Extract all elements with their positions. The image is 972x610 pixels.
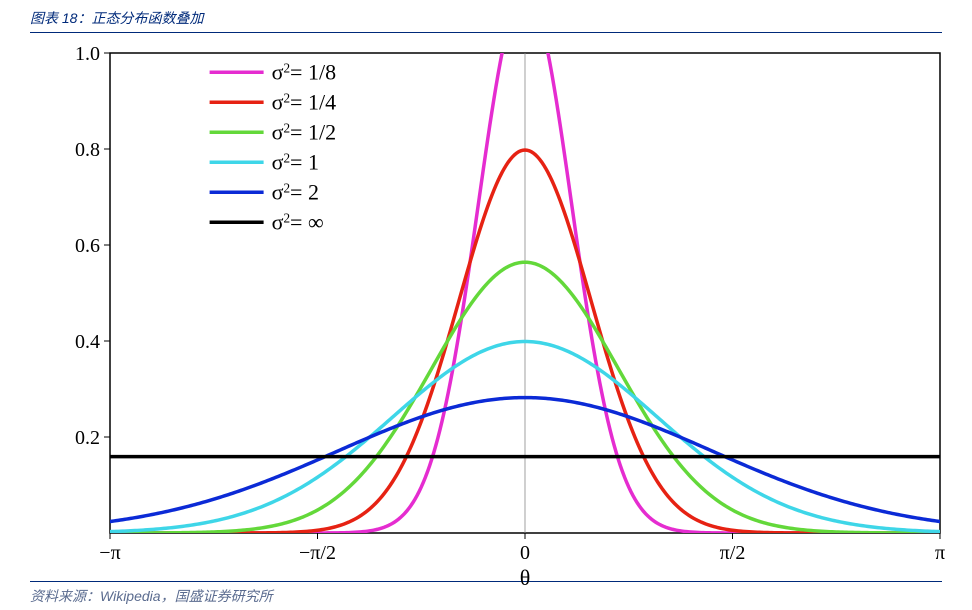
legend-label-sigma2_inf: σ2= ∞ <box>272 209 324 234</box>
legend-label-sigma2_2: σ2= 2 <box>272 179 319 204</box>
legend-label-sigma2_1_8: σ2= 1/8 <box>272 59 336 84</box>
svg-text:π: π <box>935 542 945 564</box>
chart-area: −π−π/20π/2πθ0.20.40.60.81.0σ2= 1/8σ2= 1/… <box>30 33 942 581</box>
chart-header-title: 图表 18：正态分布函数叠加 <box>30 8 942 32</box>
svg-text:0.4: 0.4 <box>75 331 100 353</box>
svg-text:π/2: π/2 <box>720 542 746 564</box>
distribution-chart: −π −π/2 0 π/2 π θ 0.2 0.4 0.6 0.8 1.0 σ2= 1/8 σ2= 1/… <box>30 33 960 591</box>
svg-text:−π/2: −π/2 <box>299 542 336 564</box>
svg-text:−π: −π <box>99 542 120 564</box>
legend-label-sigma2_1_2: σ2= 1/2 <box>272 119 336 144</box>
svg-text:0.8: 0.8 <box>75 139 100 161</box>
legend-label-sigma2_1: σ2= 1 <box>272 149 319 174</box>
svg-text:0.6: 0.6 <box>75 235 100 257</box>
svg-text:0.2: 0.2 <box>75 427 100 449</box>
legend-label-sigma2_1_4: σ2= 1/4 <box>272 89 336 114</box>
svg-text:1.0: 1.0 <box>75 43 100 65</box>
svg-text:0: 0 <box>520 542 530 564</box>
svg-text:θ: θ <box>520 565 531 590</box>
